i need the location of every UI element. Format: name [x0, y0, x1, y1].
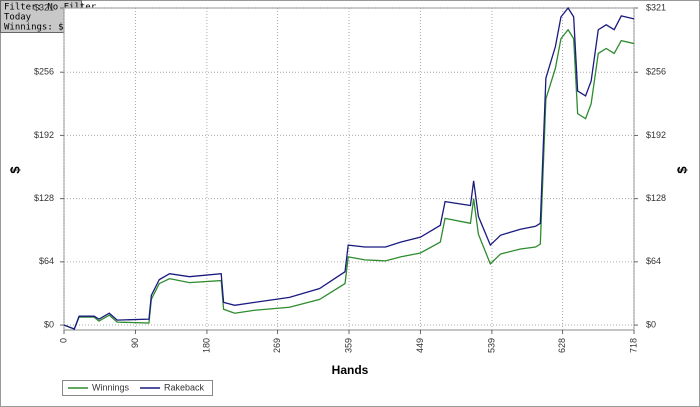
plot-area	[63, 7, 635, 331]
y-tick-label: $256	[34, 67, 54, 77]
y-tick-label: $0	[44, 319, 54, 329]
x-axis-label: Hands	[332, 363, 369, 377]
y-tick-label: $192	[34, 130, 54, 140]
series-line	[63, 6, 635, 330]
x-tick-label: 359	[343, 338, 353, 353]
y-tick-label: $321	[34, 2, 54, 12]
x-tick-label: 449	[415, 338, 425, 353]
y2-tick-label: $321	[646, 2, 666, 12]
y2-tick-label: $128	[646, 193, 666, 203]
legend-label: Winnings	[92, 382, 130, 392]
y-axis-label: $	[7, 166, 22, 174]
annotation: Winnings: $282.40	[4, 23, 96, 33]
x-tick-label: 0	[58, 338, 68, 343]
x-tick-label: 539	[486, 338, 496, 353]
x-tick-label: 628	[557, 338, 567, 353]
x-tick-label: 180	[201, 338, 211, 353]
legend	[62, 380, 213, 396]
x-tick-label: 269	[272, 338, 282, 353]
x-tick-label: 90	[130, 338, 140, 348]
y-tick-label: $128	[34, 193, 54, 203]
legend-label: Rakeback	[164, 382, 205, 392]
y2-tick-label: $64	[646, 256, 661, 266]
y2-tick-label: $192	[646, 130, 666, 140]
y2-tick-label: $0	[646, 319, 656, 329]
y2-axis-label: $	[674, 166, 689, 174]
annotation: Today	[4, 13, 32, 23]
y-tick-label: $64	[39, 256, 54, 266]
annotation: Filter: No Filter	[4, 3, 97, 13]
x-tick-label: 718	[628, 338, 638, 353]
y2-tick-label: $256	[646, 67, 666, 77]
